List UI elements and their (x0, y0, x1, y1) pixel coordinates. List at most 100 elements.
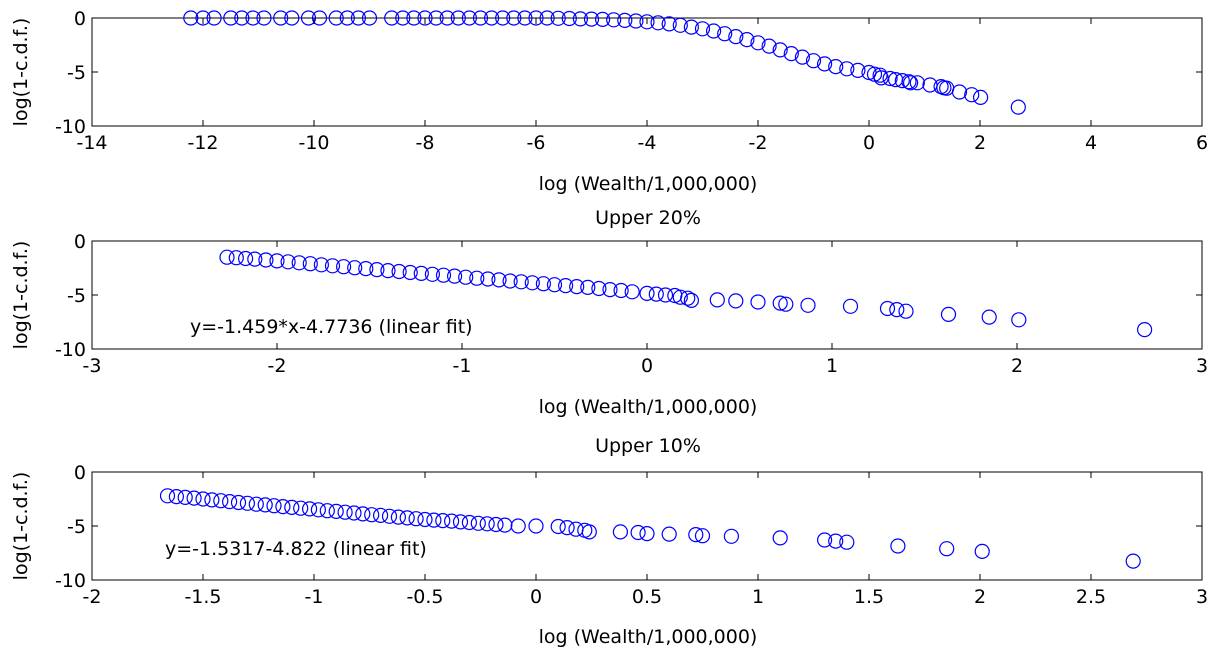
data-point (395, 10, 411, 26)
data-point (310, 502, 326, 518)
data-point (361, 10, 378, 26)
panel-all: -14 -12 -10 -8 -6 -4 -2 0 2 4 6 -10 -5 0 log (Wealth… (10, 8, 1208, 195)
data-point (909, 75, 925, 91)
data-point (594, 11, 611, 27)
x-tick-label: 6 (1196, 132, 1208, 154)
data-point (364, 507, 380, 523)
x-tick-label: 2 (1011, 355, 1023, 377)
scatter-points (183, 10, 1026, 115)
data-point (450, 10, 466, 26)
data-point (839, 61, 855, 77)
data-point (580, 279, 596, 295)
data-point (613, 282, 629, 299)
data-point (204, 492, 220, 508)
data-point (639, 14, 655, 30)
data-point (256, 10, 272, 26)
scatter-points (219, 249, 1153, 338)
x-tick-label: -0.5 (406, 586, 443, 608)
data-point (639, 285, 655, 301)
data-point (513, 274, 529, 290)
x-tick-label: -10 (298, 132, 329, 154)
data-point (569, 279, 585, 295)
data-point (266, 498, 282, 514)
data-point (816, 56, 833, 72)
x-tick-label: -14 (76, 132, 107, 154)
data-point (539, 10, 555, 26)
data-point (723, 528, 740, 544)
plot-frame (91, 17, 1203, 127)
x-tick-label: 2 (974, 132, 986, 154)
data-point (302, 501, 318, 517)
data-point (528, 518, 544, 534)
data-point (273, 10, 289, 26)
data-point (828, 533, 844, 549)
data-point (444, 513, 460, 529)
x-axis: -3 -2 -1 0 1 2 3 (83, 241, 1208, 377)
y-tick-label: 0 (74, 231, 86, 253)
data-point (639, 525, 655, 542)
data-point (380, 263, 396, 279)
data-point (484, 10, 500, 26)
data-point (300, 10, 317, 26)
y-axis: -10 -5 0 (55, 231, 1202, 361)
y-tick-label: -10 (55, 339, 86, 361)
data-point (384, 10, 400, 26)
data-point (524, 275, 540, 291)
data-point (461, 10, 477, 26)
data-point (319, 503, 335, 519)
x-tick-label: 2 (974, 586, 986, 608)
data-point (1010, 99, 1026, 115)
data-point (248, 496, 264, 512)
data-point (206, 10, 222, 26)
y-tick-label: -5 (67, 516, 86, 538)
data-point (480, 271, 496, 287)
x-tick-label: 1.5 (854, 586, 884, 608)
x-tick-label: 3 (1196, 355, 1208, 377)
data-point (257, 497, 273, 513)
data-point (688, 526, 704, 543)
data-point (328, 503, 344, 519)
data-point (280, 254, 296, 270)
data-point (510, 518, 526, 534)
data-point (497, 517, 513, 533)
data-point (177, 489, 193, 505)
data-point (350, 10, 366, 26)
data-point (506, 10, 522, 26)
data-point (902, 75, 919, 91)
data-point (435, 512, 451, 529)
x-tick-label: 0 (863, 132, 875, 154)
data-point (850, 62, 866, 79)
data-point (561, 10, 577, 27)
data-point (842, 298, 859, 314)
data-point (293, 500, 309, 516)
data-point (435, 267, 452, 283)
data-point (1136, 322, 1153, 338)
data-point (417, 511, 433, 528)
panel-title: Upper 20% (595, 207, 701, 229)
data-point (439, 10, 455, 26)
y-tick-label: -5 (67, 285, 86, 307)
data-point (728, 293, 744, 309)
data-point (275, 499, 291, 515)
data-point (336, 259, 352, 275)
x-tick-label: -4 (638, 132, 657, 154)
y-axis: -10 -5 0 (55, 8, 1202, 138)
x-tick-label: -12 (187, 132, 218, 154)
data-point (230, 494, 247, 511)
data-point (661, 16, 677, 32)
data-point (391, 263, 407, 280)
data-point (772, 530, 788, 546)
x-tick-label: -3 (83, 355, 102, 377)
x-tick-label: 0 (530, 586, 542, 608)
data-point (583, 11, 600, 27)
data-point (1125, 553, 1141, 569)
panel-upper-10: Upper 10% -2 -1.5 -1 -0.5 0 0.5 1 1.5 2 2.5 3 -10-… (10, 435, 1208, 648)
data-point (624, 284, 640, 300)
data-point (705, 23, 722, 39)
data-point (816, 532, 833, 548)
data-point (648, 286, 664, 302)
data-point (222, 494, 238, 510)
data-point (284, 499, 300, 515)
data-point (168, 489, 184, 505)
